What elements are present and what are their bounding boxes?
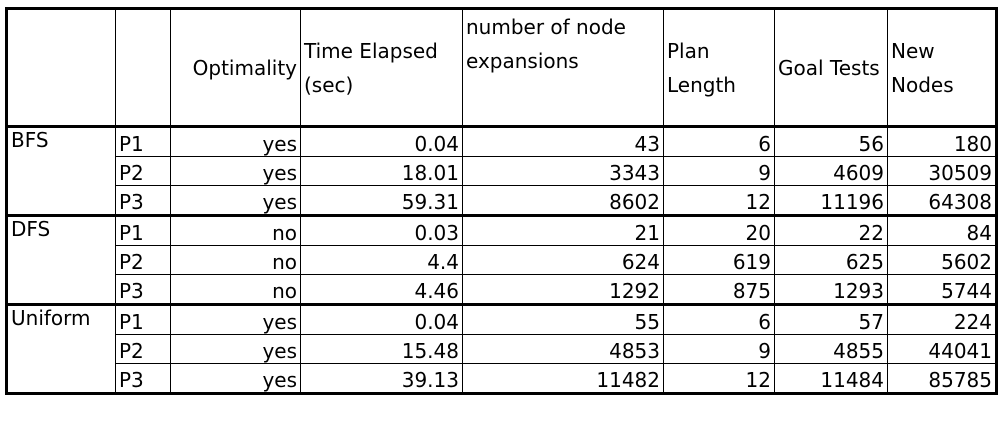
expansions-cell[interactable]: 624 [462,245,664,275]
time-cell[interactable]: 15.48 [300,334,463,364]
algorithm-cell[interactable] [6,334,116,364]
problem-cell[interactable]: P1 [115,214,171,246]
goal-tests-cell[interactable]: 56 [774,125,888,157]
expansions-cell[interactable]: 21 [462,214,664,246]
table-row: BFS P1 yes 0.04 43 6 56 180 [6,125,997,157]
problem-cell[interactable]: P2 [115,245,171,275]
goal-tests-cell[interactable]: 22 [774,214,888,246]
expansions-cell[interactable]: 55 [462,303,664,335]
algorithm-cell[interactable] [6,156,116,186]
plan-length-cell[interactable]: 6 [663,303,775,335]
optimality-cell[interactable]: no [170,214,301,246]
new-nodes-cell[interactable]: 180 [887,125,997,157]
time-cell[interactable]: 0.04 [300,303,463,335]
problem-cell[interactable]: P3 [115,274,171,305]
time-cell[interactable]: 0.03 [300,214,463,246]
new-nodes-cell[interactable]: 84 [887,214,997,246]
goal-tests-cell[interactable]: 1293 [774,274,888,305]
expansions-cell[interactable]: 4853 [462,334,664,364]
algorithm-cell[interactable]: BFS [6,125,116,157]
new-nodes-cell[interactable]: 64308 [887,185,997,216]
plan-length-cell[interactable]: 12 [663,363,775,394]
time-cell[interactable]: 39.13 [300,363,463,394]
new-nodes-cell[interactable]: 5744 [887,274,997,305]
table-row: P3 no 4.46 1292 875 1293 5744 [6,274,997,305]
plan-length-cell[interactable]: 20 [663,214,775,246]
goal-tests-cell[interactable]: 11484 [774,363,888,394]
expansions-cell[interactable]: 1292 [462,274,664,305]
new-nodes-cell[interactable]: 5602 [887,245,997,275]
algorithm-cell[interactable] [6,363,116,394]
header-cell-time-elapsed[interactable]: Time Elapsed (sec) [300,8,463,127]
table-row: Uniform P1 yes 0.04 55 6 57 224 [6,303,997,335]
algorithm-cell[interactable]: DFS [6,214,116,246]
header-row: Optimality Time Elapsed (sec) number of … [6,8,997,127]
new-nodes-cell[interactable]: 44041 [887,334,997,364]
algorithm-cell[interactable] [6,185,116,216]
time-cell[interactable]: 4.46 [300,274,463,305]
table-row: P2 no 4.4 624 619 625 5602 [6,245,997,275]
problem-cell[interactable]: P1 [115,303,171,335]
header-cell-algo[interactable] [6,8,116,127]
plan-length-cell[interactable]: 9 [663,156,775,186]
table-row: P3 yes 59.31 8602 12 11196 64308 [6,185,997,216]
problem-cell[interactable]: P3 [115,363,171,394]
plan-length-cell[interactable]: 619 [663,245,775,275]
goal-tests-cell[interactable]: 4609 [774,156,888,186]
plan-length-cell[interactable]: 9 [663,334,775,364]
plan-length-cell[interactable]: 6 [663,125,775,157]
optimality-cell[interactable]: yes [170,363,301,394]
goal-tests-cell[interactable]: 57 [774,303,888,335]
expansions-cell[interactable]: 11482 [462,363,664,394]
results-table: Optimality Time Elapsed (sec) number of … [5,7,998,395]
time-cell[interactable]: 0.04 [300,125,463,157]
problem-cell[interactable]: P2 [115,334,171,364]
header-cell-optimality[interactable]: Optimality [170,8,301,127]
goal-tests-cell[interactable]: 625 [774,245,888,275]
table-row: P2 yes 18.01 3343 9 4609 30509 [6,156,997,186]
problem-cell[interactable]: P3 [115,185,171,216]
expansions-cell[interactable]: 8602 [462,185,664,216]
expansions-cell[interactable]: 43 [462,125,664,157]
optimality-cell[interactable]: yes [170,303,301,335]
plan-length-cell[interactable]: 875 [663,274,775,305]
optimality-cell[interactable]: yes [170,334,301,364]
table-row: P2 yes 15.48 4853 9 4855 44041 [6,334,997,364]
expansions-cell[interactable]: 3343 [462,156,664,186]
algorithm-cell[interactable] [6,245,116,275]
time-cell[interactable]: 4.4 [300,245,463,275]
time-cell[interactable]: 59.31 [300,185,463,216]
goal-tests-cell[interactable]: 11196 [774,185,888,216]
new-nodes-cell[interactable]: 30509 [887,156,997,186]
table-row: DFS P1 no 0.03 21 20 22 84 [6,214,997,246]
algorithm-cell[interactable]: Uniform [6,303,116,335]
optimality-cell[interactable]: no [170,245,301,275]
optimality-cell[interactable]: yes [170,156,301,186]
plan-length-cell[interactable]: 12 [663,185,775,216]
optimality-cell[interactable]: yes [170,125,301,157]
header-cell-problem[interactable] [115,8,171,127]
optimality-cell[interactable]: yes [170,185,301,216]
problem-cell[interactable]: P1 [115,125,171,157]
time-cell[interactable]: 18.01 [300,156,463,186]
problem-cell[interactable]: P2 [115,156,171,186]
header-cell-goal-tests[interactable]: Goal Tests [774,8,888,127]
optimality-cell[interactable]: no [170,274,301,305]
new-nodes-cell[interactable]: 85785 [887,363,997,394]
new-nodes-cell[interactable]: 224 [887,303,997,335]
algorithm-cell[interactable] [6,274,116,305]
header-cell-plan-length[interactable]: Plan Length [663,8,775,127]
header-cell-node-expansions[interactable]: number of node expansions [462,8,664,127]
goal-tests-cell[interactable]: 4855 [774,334,888,364]
header-cell-new-nodes[interactable]: New Nodes [887,8,997,127]
table-row: P3 yes 39.13 11482 12 11484 85785 [6,363,997,394]
